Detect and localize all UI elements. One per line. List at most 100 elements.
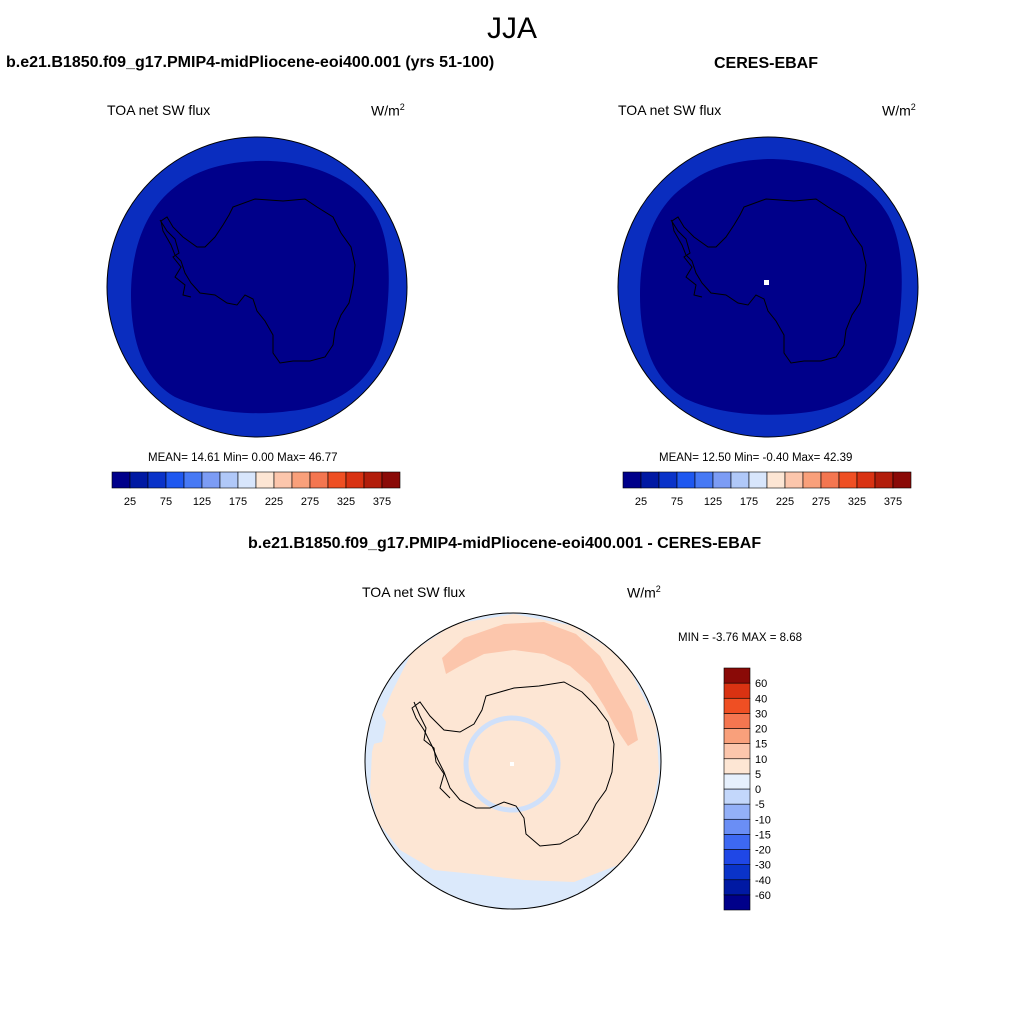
panel2-colorbar-box <box>622 471 642 489</box>
panel3-map <box>364 612 662 910</box>
panel2-colorbar-tick-label: 375 <box>884 496 902 508</box>
panel3-colorbar-box <box>723 728 751 744</box>
panel3-colorbar-box <box>723 788 751 805</box>
panel2-colorbar-box <box>694 471 714 489</box>
panel1-colorbar-box <box>237 471 257 489</box>
panel3-antarctica-coastline <box>411 681 615 847</box>
panel2-colorbar-box <box>640 471 660 489</box>
panel1-colorbar-box <box>219 471 239 489</box>
panel2-colorbar-box <box>730 471 750 489</box>
panel3-colorbar-box <box>723 849 751 865</box>
panel2-colorbar-tick-label: 175 <box>740 496 758 508</box>
panel1-units: W/m2 <box>371 102 405 119</box>
panel2-colorbar-box <box>748 471 768 489</box>
panel2-colorbar-tick-label: 125 <box>704 496 722 508</box>
panel1-colorbar-box <box>363 471 383 489</box>
panel3-colorbar-box <box>723 834 751 850</box>
panel1-colorbar-tick-label: 325 <box>337 496 355 508</box>
panel3-colorbar-tick-label: -30 <box>755 860 771 872</box>
panel3-colorbar-tick-label: -15 <box>755 829 771 841</box>
panel2-polar-cap <box>640 159 902 415</box>
panel1-colorbar-box <box>273 471 293 489</box>
panel1-colorbar-tick-label: 25 <box>124 496 136 508</box>
panel3-peninsula-coastline <box>413 701 451 799</box>
panel3-colorbar-box <box>723 743 751 760</box>
panel3-colorbar-box <box>723 667 751 684</box>
panel1-variable: TOA net SW flux <box>107 102 211 118</box>
panel2-peninsula-coastline <box>670 219 703 298</box>
panel2-pole-missing <box>764 280 769 285</box>
panel3-colorbar-tick-label: 30 <box>755 708 767 720</box>
panel1-colorbar-box <box>201 471 221 489</box>
panel1-colorbar-tick-label: 275 <box>301 496 319 508</box>
panel3-colorbar-tick-label: 5 <box>755 769 761 781</box>
panel2-variable: TOA net SW flux <box>618 102 722 118</box>
panel1-colorbar-box <box>183 471 203 489</box>
panel1-polar-cap <box>131 160 389 414</box>
panel2-colorbar-tick-label: 225 <box>776 496 794 508</box>
panel2-units: W/m2 <box>882 102 916 119</box>
panel3-colorbar-tick-label: 15 <box>755 739 767 751</box>
panel1-colorbar-box <box>381 471 401 489</box>
panel3-colorbar-tick-label: -5 <box>755 799 765 811</box>
panel1-colorbar-tick-label: 375 <box>373 496 391 508</box>
panel1-stats: MEAN= 14.61 Min= 0.00 Max= 46.77 <box>148 452 338 464</box>
panel3-colorbar-box <box>723 713 751 729</box>
panel3-pole-missing <box>510 762 514 766</box>
panel1-colorbar-box <box>255 471 275 489</box>
panel2-colorbar-box <box>874 471 894 489</box>
panel2-colorbar-tick-label: 325 <box>848 496 866 508</box>
figure-supertitle: JJA <box>486 12 537 45</box>
panel1-colorbar-box <box>111 471 131 489</box>
panel3-colorbar-box <box>723 894 751 911</box>
panel1-map <box>106 136 408 438</box>
panel3-title: b.e21.B1850.f09_g17.PMIP4-midPliocene-eo… <box>248 535 762 552</box>
panel1-title: b.e21.B1850.f09_g17.PMIP4-midPliocene-eo… <box>6 54 495 71</box>
panel2-colorbar-tick-label: 275 <box>812 496 830 508</box>
panel2-colorbar-box <box>802 471 822 489</box>
panel3-colorbar-tick-label: -60 <box>755 890 771 902</box>
panel3-colorbar-box <box>723 803 751 820</box>
panel1-colorbar-box <box>345 471 365 489</box>
panel1-colorbar-box <box>165 471 185 489</box>
panel2-colorbar-box <box>856 471 876 489</box>
panel3-units: W/m2 <box>627 584 661 601</box>
panel3-positive-band <box>442 622 638 746</box>
panel3-colorbar-tick-label: 20 <box>755 724 767 736</box>
panel3-colorbar-tick-label: -40 <box>755 875 771 887</box>
panel1-colorbar-box <box>129 471 149 489</box>
panel3-stats: MIN = -3.76 MAX = 8.68 <box>678 632 803 644</box>
panel3-colorbar-tick-label: 10 <box>755 754 767 766</box>
panel3-colorbar-box <box>723 818 751 835</box>
panel2-colorbar-box <box>784 471 804 489</box>
panel3-colorbar-box <box>723 682 751 699</box>
panel2-colorbar-box <box>676 471 696 489</box>
panel1-colorbar-tick-label: 125 <box>193 496 211 508</box>
panel2-antarctica-coastline <box>671 198 867 364</box>
panel3-pole-ring <box>463 715 561 813</box>
panel2-map <box>617 136 919 438</box>
panel3-variable: TOA net SW flux <box>362 584 466 600</box>
panel2-colorbar-tick-label: 25 <box>635 496 647 508</box>
panel2-colorbar-box <box>892 471 912 489</box>
panel1-colorbar-box <box>147 471 167 489</box>
panel2-colorbar-box <box>712 471 732 489</box>
panel2-colorbar-box <box>838 471 858 489</box>
panel1-colorbar: 25 75 125 175 225 275 325 375 <box>111 471 401 508</box>
panel1-colorbar-box <box>309 471 329 489</box>
panel3-colorbar-tick-label: -20 <box>755 845 771 857</box>
panel2-colorbar: 25 75 125 175 225 275 325 375 <box>622 471 912 508</box>
panel3-colorbar-box <box>723 758 751 775</box>
panel1-colorbar-tick-label: 225 <box>265 496 283 508</box>
panel3-colorbar-tick-label: 60 <box>755 678 767 690</box>
panel2-colorbar-box <box>766 471 786 489</box>
panel2-title: CERES-EBAF <box>714 55 819 72</box>
panel1-colorbar-tick-label: 175 <box>229 496 247 508</box>
panel1-colorbar-box <box>291 471 311 489</box>
panel3-colorbar-box <box>723 864 751 881</box>
panel3-colorbar-box <box>723 697 751 714</box>
panel1-colorbar-tick-label: 75 <box>160 496 172 508</box>
panel3-colorbar-tick-label: -10 <box>755 814 771 826</box>
panel3-colorbar-tick-label: 40 <box>755 693 767 705</box>
panel3-colorbar: -60 -40 -30 -20 -15 -10 -5 0 5 10 15 20 30 40 60 <box>723 667 771 911</box>
